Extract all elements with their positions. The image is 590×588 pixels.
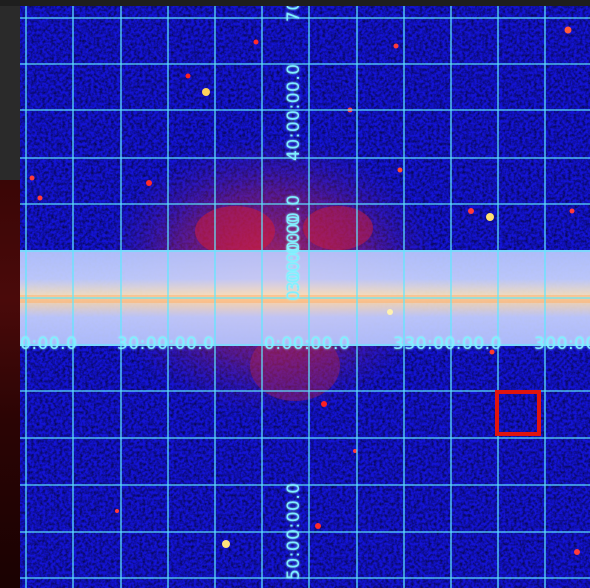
sky-map-canvas[interactable] <box>20 6 590 588</box>
point-source <box>29 175 35 181</box>
point-source <box>321 401 327 407</box>
longitude-label: 300:00 <box>534 334 590 354</box>
point-source <box>486 213 494 221</box>
galactic-plane-core <box>20 295 590 303</box>
point-source <box>397 167 403 173</box>
latitude-label: 70 <box>284 6 304 22</box>
point-source <box>353 449 357 453</box>
latitude-label: 0:00:00.0 <box>284 214 304 301</box>
top-toolbar-edge <box>0 0 590 6</box>
point-source <box>564 26 572 34</box>
point-source <box>222 540 230 548</box>
point-sources <box>29 26 580 555</box>
emission-knot <box>250 331 340 401</box>
point-source <box>253 39 259 45</box>
point-source <box>468 208 474 214</box>
point-source <box>185 73 191 79</box>
point-source <box>146 180 152 186</box>
longitude-label: 0:00.0 <box>20 334 78 354</box>
point-source <box>393 43 399 49</box>
coordinate-grid <box>20 6 590 588</box>
point-source <box>387 309 393 315</box>
point-source <box>115 509 119 513</box>
point-source <box>489 349 495 355</box>
left-panel-edge <box>0 0 22 588</box>
point-source <box>569 208 575 214</box>
point-source <box>315 523 321 529</box>
latitude-label: 50:00:00.0 <box>284 482 304 580</box>
latitude-label: 40:00:00.0 <box>284 63 304 161</box>
longitude-label: 0:00:00.0 <box>264 334 351 354</box>
emission-knot <box>195 206 275 256</box>
selection-region-box[interactable] <box>495 390 541 436</box>
point-source <box>37 195 43 201</box>
point-source <box>202 88 210 96</box>
point-source <box>574 549 580 555</box>
emission-knot <box>303 206 373 250</box>
longitude-label: 330:00:00.0 <box>393 334 502 354</box>
longitude-label: 30:00:00.0 <box>117 334 215 354</box>
sky-map-viewer[interactable]: 0:00.0 30:00:00.0 0:00:00.0 330:00:00.0 … <box>20 6 590 588</box>
